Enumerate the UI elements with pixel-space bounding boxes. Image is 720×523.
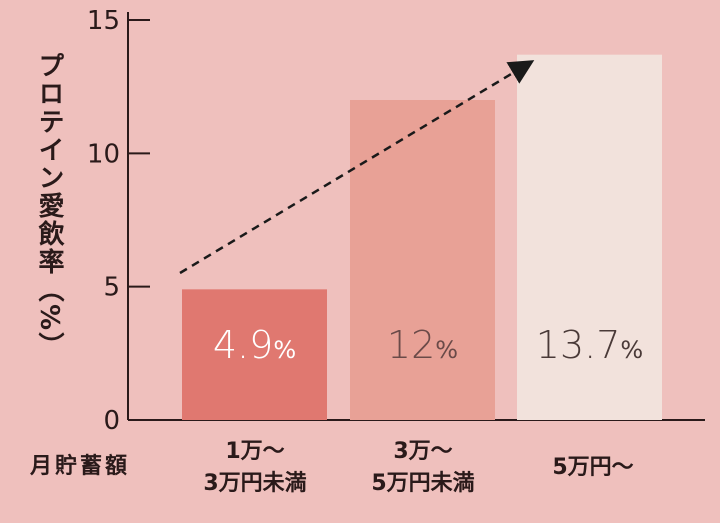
bar-2 (350, 100, 495, 420)
category-label-1: 1万～ 3万円未満 (203, 439, 307, 496)
y-tick-label-0: 0 (103, 406, 120, 436)
bar-1 (182, 289, 327, 420)
category-label-2: 3万～ 5万円未満 (371, 439, 475, 496)
x-axis-title: 月貯蓄額 (30, 454, 131, 479)
y-tick-label-1: 5 (103, 273, 120, 303)
y-tick-label-2: 10 (87, 139, 120, 169)
y-axis-title: プロテイン愛飲率（%） (34, 52, 64, 361)
category-label-3: 5万円～ (552, 455, 634, 480)
bar-value-label-1: 4.9% (213, 323, 296, 367)
y-tick-label-3: 15 (87, 6, 120, 36)
trend-arrow (179, 60, 535, 275)
bar-3 (517, 54, 662, 421)
bar-value-label-2: 12% (387, 323, 458, 367)
bar-value-label-3: 13.7% (536, 323, 643, 367)
